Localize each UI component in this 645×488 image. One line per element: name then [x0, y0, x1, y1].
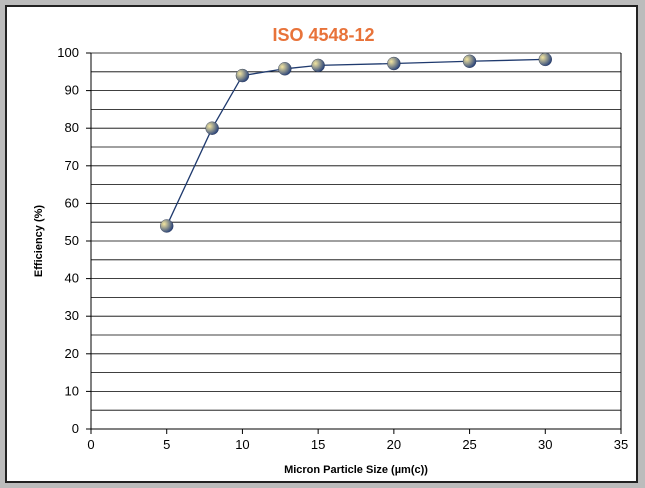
y-axis-title: Efficiency (%) — [33, 205, 45, 277]
x-tick-label: 0 — [87, 437, 94, 452]
data-point — [538, 52, 552, 67]
data-point — [205, 121, 219, 135]
y-tick-label: 10 — [65, 383, 79, 398]
y-tick-label: 90 — [65, 83, 79, 98]
x-tick-label: 25 — [462, 437, 476, 452]
series-line-path — [166, 58, 546, 227]
x-tick-labels: 0 5 10 15 20 25 30 35 — [87, 437, 628, 452]
y-tick-label: 30 — [65, 308, 79, 323]
chart-title: ISO 4548-12 — [272, 25, 375, 45]
chart-frame: ISO 4548-12 0 10 20 30 40 50 60 70 80 90 100 0 5 10 1… — [5, 5, 638, 483]
y-tick-label: 70 — [65, 158, 79, 173]
chart-svg: 0 10 20 30 40 50 60 70 80 90 100 0 5 10 15 20 25 30 35 Mi… — [33, 45, 628, 476]
data-point — [278, 62, 292, 76]
x-tick-label: 5 — [163, 437, 170, 452]
y-tick-label: 60 — [65, 195, 79, 210]
x-tick-label: 30 — [538, 437, 552, 452]
data-point — [462, 54, 477, 68]
data-points — [160, 52, 552, 233]
x-tick-label: 20 — [387, 437, 401, 452]
y-tick-label: 0 — [72, 421, 79, 436]
y-tick-labels: 0 10 20 30 40 50 60 70 80 90 100 — [57, 45, 79, 436]
x-tick-label: 35 — [614, 437, 628, 452]
series-line — [166, 58, 546, 227]
y-tick-label: 50 — [65, 233, 79, 248]
data-point — [387, 56, 401, 71]
x-tick-label: 10 — [235, 437, 249, 452]
grid-lines — [91, 52, 621, 430]
data-point — [160, 219, 174, 233]
y-tick-label: 20 — [65, 346, 79, 361]
axes — [86, 52, 622, 434]
y-tick-label: 100 — [57, 45, 79, 60]
x-axis-title: Micron Particle Size (µm(c)) — [284, 464, 428, 476]
x-tick-label: 15 — [311, 437, 325, 452]
y-tick-label: 80 — [65, 120, 79, 135]
data-point — [311, 58, 325, 73]
y-tick-label: 40 — [65, 271, 79, 286]
data-point — [235, 68, 250, 83]
